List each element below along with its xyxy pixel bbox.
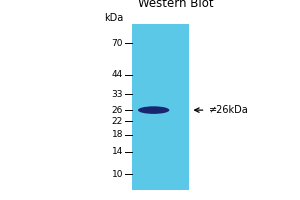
Text: 26: 26 [112, 106, 123, 115]
Text: kDa: kDa [104, 13, 123, 23]
Text: 18: 18 [112, 130, 123, 139]
Text: Western Blot: Western Blot [138, 0, 213, 10]
Bar [132, 24, 189, 190]
Text: 70: 70 [112, 39, 123, 48]
Text: 44: 44 [112, 70, 123, 79]
Text: 10: 10 [112, 170, 123, 179]
Text: 22: 22 [112, 117, 123, 126]
Text: 33: 33 [112, 90, 123, 99]
Text: 14: 14 [112, 147, 123, 156]
Ellipse shape [138, 106, 169, 114]
Text: ≠26kDa: ≠26kDa [208, 105, 248, 115]
